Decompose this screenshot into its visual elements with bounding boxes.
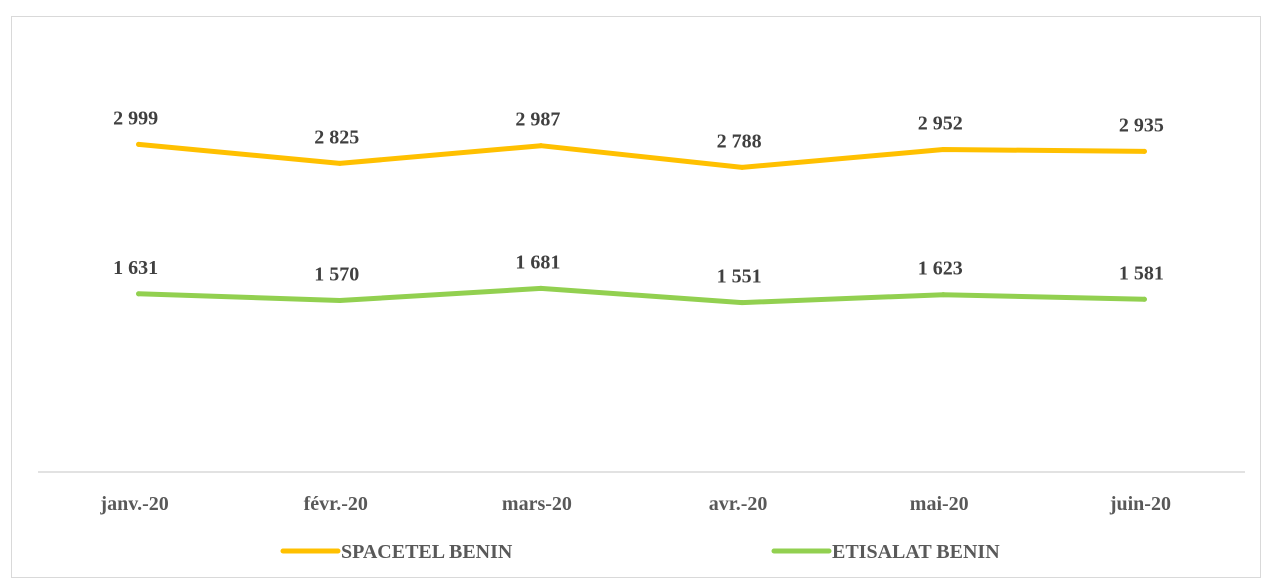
data-point (739, 164, 745, 170)
data-label: 2 825 (314, 126, 359, 148)
data-point (136, 141, 142, 147)
data-label: 1 570 (314, 263, 359, 285)
chart-frame (11, 16, 1261, 578)
data-point (538, 285, 544, 291)
legend-label: SPACETEL BENIN (341, 541, 513, 563)
data-point (739, 300, 745, 306)
data-label-layer: 2 999 2 825 2 987 2 788 2 952 2 935 1 631 1 570… (113, 107, 1164, 287)
series-line-0 (136, 141, 1147, 170)
data-point (1141, 296, 1147, 302)
data-label: 1 551 (717, 266, 762, 288)
data-point (1141, 148, 1147, 154)
data-label: 2 788 (717, 130, 762, 152)
series-line-1 (136, 285, 1147, 306)
x-tick-label: juin-20 (1109, 493, 1171, 515)
data-point (940, 292, 946, 298)
data-label: 2 987 (515, 109, 560, 131)
x-tick-label: févr.-20 (304, 493, 368, 515)
x-tick-label: mai-20 (910, 493, 969, 515)
legend: SPACETEL BENIN ETISALAT BENIN (280, 541, 1000, 563)
x-tick-label: janv.-20 (99, 493, 168, 515)
data-label: 1 631 (113, 257, 158, 279)
series-layer (136, 141, 1147, 306)
data-label: 1 623 (918, 258, 963, 280)
data-label: 2 952 (918, 112, 963, 134)
data-label: 1 581 (1119, 262, 1164, 284)
data-label: 2 935 (1119, 114, 1164, 136)
data-label: 1 681 (515, 251, 560, 273)
data-point (337, 160, 343, 166)
data-point (337, 297, 343, 303)
data-point (136, 291, 142, 297)
x-tick-label: mars-20 (502, 493, 572, 515)
legend-label: ETISALAT BENIN (832, 541, 1000, 563)
data-point (940, 146, 946, 152)
x-tick-label: avr.-20 (709, 493, 768, 515)
x-tick-layer: janv.-20 févr.-20 mars-20 avr.-20 mai-20 juin… (99, 493, 1171, 515)
data-point (538, 143, 544, 149)
data-label: 2 999 (113, 107, 158, 129)
